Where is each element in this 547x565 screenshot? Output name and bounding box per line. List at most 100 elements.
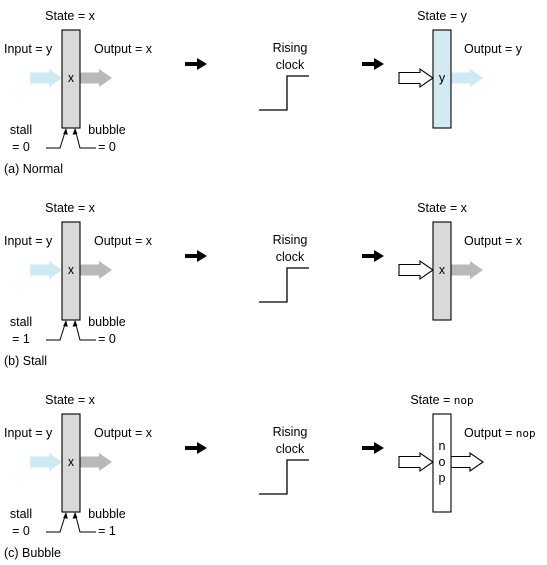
state-label: State = x <box>45 9 95 23</box>
output-prefix: Output = <box>464 426 516 440</box>
bubble-label: bubble <box>88 507 126 521</box>
register-content: x <box>439 263 446 277</box>
stall-value: = 0 <box>12 524 30 538</box>
output-label: Output = y <box>464 42 523 56</box>
rising-clock: Rising clock <box>259 41 309 111</box>
stall-value: = 0 <box>12 140 30 154</box>
bubble-label: bubble <box>88 315 126 329</box>
state-label: State = x <box>417 201 467 215</box>
input-arrow <box>30 453 62 471</box>
bubble-arrowhead <box>72 128 78 135</box>
state-label: State = y <box>417 9 467 23</box>
bubble-signal-line <box>74 512 96 533</box>
panel-normal: State = x Input = y Output = x x stall = 0 bub… <box>4 9 523 176</box>
bubble-arrowhead <box>72 320 78 327</box>
clock-label-line-1: Rising <box>273 233 308 247</box>
output-label: Output = x <box>464 234 523 248</box>
bubble-signal-line <box>74 128 96 149</box>
state-label: State = nop <box>410 393 473 407</box>
input-arrow-hollow <box>398 451 434 473</box>
output-label: Output = x <box>94 42 153 56</box>
stall-label: stall <box>10 315 32 329</box>
state-value: y <box>461 9 468 23</box>
transition-arrow <box>185 442 207 454</box>
stall-arrowhead <box>63 512 68 519</box>
output-arrow <box>450 451 484 473</box>
input-arrow-hollow <box>398 67 434 89</box>
output-value: y <box>516 42 523 56</box>
register-before-clock: State = x Input = y Output = x x stall = 0 bub… <box>4 9 153 154</box>
register-box <box>61 413 81 513</box>
state-value: nop <box>454 394 474 407</box>
input-label: Input = y <box>4 426 53 440</box>
state-prefix: State = <box>417 201 460 215</box>
transition-arrow <box>362 250 384 262</box>
bubble-value: = 0 <box>98 332 116 346</box>
output-prefix: Output = <box>464 42 516 56</box>
state-prefix: State = <box>410 393 453 407</box>
transition-arrow <box>185 58 207 70</box>
register-content: o <box>439 455 446 469</box>
state-prefix: State = <box>417 9 460 23</box>
transition-arrow <box>362 58 384 70</box>
transition-arrow <box>362 442 384 454</box>
input-arrow <box>30 261 62 279</box>
panel-bubble: State = x Input = y Output = x x stall = 0 bub… <box>4 393 536 560</box>
rising-clock: Rising clock <box>259 233 309 303</box>
input-label: Input = y <box>4 234 53 248</box>
clock-edge-waveform <box>259 75 309 111</box>
register-content: n <box>439 439 446 453</box>
register-content: x <box>68 263 75 277</box>
register-box <box>432 413 452 513</box>
state-label: State = x <box>45 393 95 407</box>
output-value: nop <box>516 427 536 440</box>
stall-arrowhead <box>63 320 68 327</box>
register-before-clock: State = x Input = y Output = x x stall = 1 bub… <box>4 201 153 346</box>
register-content: x <box>68 455 75 469</box>
output-prefix: Output = <box>464 234 516 248</box>
stall-value: = 1 <box>12 332 30 346</box>
clock-edge-waveform <box>259 267 309 303</box>
register-content: y <box>439 71 446 85</box>
output-arrow <box>80 453 112 471</box>
bubble-value: = 1 <box>98 524 116 538</box>
transition-arrow <box>185 250 207 262</box>
panel-caption: (c) Bubble <box>4 546 61 560</box>
stall-label: stall <box>10 123 32 137</box>
panel-caption: (a) Normal <box>4 162 63 176</box>
bubble-value: = 0 <box>98 140 116 154</box>
input-arrow <box>30 69 62 87</box>
stall-signal-line <box>46 320 67 341</box>
register-box <box>61 29 81 129</box>
clock-label-line-2: clock <box>276 250 305 264</box>
register-content: p <box>439 471 446 485</box>
output-arrow <box>80 261 112 279</box>
output-value: x <box>516 234 523 248</box>
clock-label-line-2: clock <box>276 58 305 72</box>
register-before-clock: State = x Input = y Output = x x stall = 0 bub… <box>4 393 153 538</box>
input-arrow-hollow <box>398 259 434 281</box>
stall-signal-line <box>46 128 67 149</box>
output-arrow <box>451 261 483 279</box>
bubble-signal-line <box>74 320 96 341</box>
output-arrow <box>451 69 483 87</box>
output-label: Output = x <box>94 234 153 248</box>
register-box <box>61 221 81 321</box>
rising-clock: Rising clock <box>259 425 309 495</box>
stall-signal-line <box>46 512 67 533</box>
clock-edge-waveform <box>259 459 309 495</box>
output-arrow <box>80 69 112 87</box>
input-label: Input = y <box>4 42 53 56</box>
output-label: Output = nop <box>464 426 536 440</box>
register-content: x <box>68 71 75 85</box>
output-label: Output = x <box>94 426 153 440</box>
bubble-arrowhead <box>72 512 78 519</box>
clock-label-line-1: Rising <box>273 41 308 55</box>
bubble-label: bubble <box>88 123 126 137</box>
register-box <box>432 29 452 129</box>
